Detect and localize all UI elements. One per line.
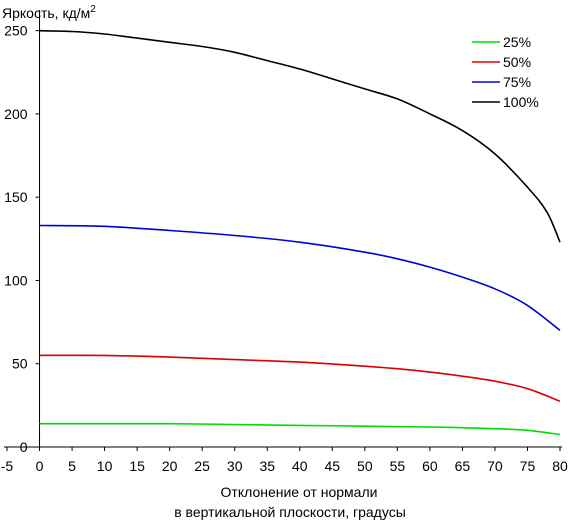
x-tick-label: 50 <box>357 458 373 474</box>
y-tick-label: 250 <box>4 23 28 39</box>
x-tick-label: 35 <box>259 458 275 474</box>
legend: 25% 50% 75% 100% <box>472 34 539 110</box>
x-tick-label: 15 <box>129 458 145 474</box>
x-tick-label: 75 <box>520 458 536 474</box>
y-ticks: 0 50 100 150 200 250 <box>4 23 40 455</box>
x-ticks: -5 0 5 10 15 20 25 30 35 40 45 50 55 60 65 70 75 80 <box>1 447 568 474</box>
x-tick-label: 30 <box>227 458 243 474</box>
axes <box>4 10 562 449</box>
y-tick-label: 0 <box>20 439 28 455</box>
y-tick-label: 50 <box>12 356 28 372</box>
x-tick-label: 55 <box>390 458 406 474</box>
series-lines <box>39 29 561 436</box>
legend-label: 25% <box>503 34 531 50</box>
series-line-2 <box>39 354 561 402</box>
y-tick-label: 200 <box>4 106 28 122</box>
x-tick-label: 40 <box>292 458 308 474</box>
x-tick-label: 65 <box>455 458 471 474</box>
x-tick-label: 0 <box>36 458 44 474</box>
y-tick-label: 100 <box>4 272 28 288</box>
x-tick-label: 10 <box>97 458 113 474</box>
series-line-4 <box>39 29 561 243</box>
x-tick-label: 80 <box>552 458 568 474</box>
y-tick-label: 150 <box>4 189 28 205</box>
series-line-3 <box>39 224 561 332</box>
y-axis-title: Яркость, кд/м2 <box>2 4 96 21</box>
y-axis-title-superscript: 2 <box>90 4 96 15</box>
legend-label: 50% <box>503 54 531 70</box>
x-tick-label: -5 <box>1 458 14 474</box>
legend-label: 75% <box>503 74 531 90</box>
x-tick-label: 60 <box>422 458 438 474</box>
x-axis-title-line-1: Отклонение от нормали <box>221 484 378 500</box>
x-tick-label: 25 <box>194 458 210 474</box>
x-tick-label: 45 <box>325 458 341 474</box>
series-line-1 <box>39 422 561 436</box>
legend-label: 100% <box>503 94 539 110</box>
y-axis-title-text: Яркость, кд/м <box>2 5 90 21</box>
x-tick-label: 70 <box>487 458 503 474</box>
x-tick-label: 20 <box>162 458 178 474</box>
x-axis-title-line-2: в вертикальной плоскости, градусы <box>174 504 406 520</box>
x-tick-label: 5 <box>68 458 76 474</box>
